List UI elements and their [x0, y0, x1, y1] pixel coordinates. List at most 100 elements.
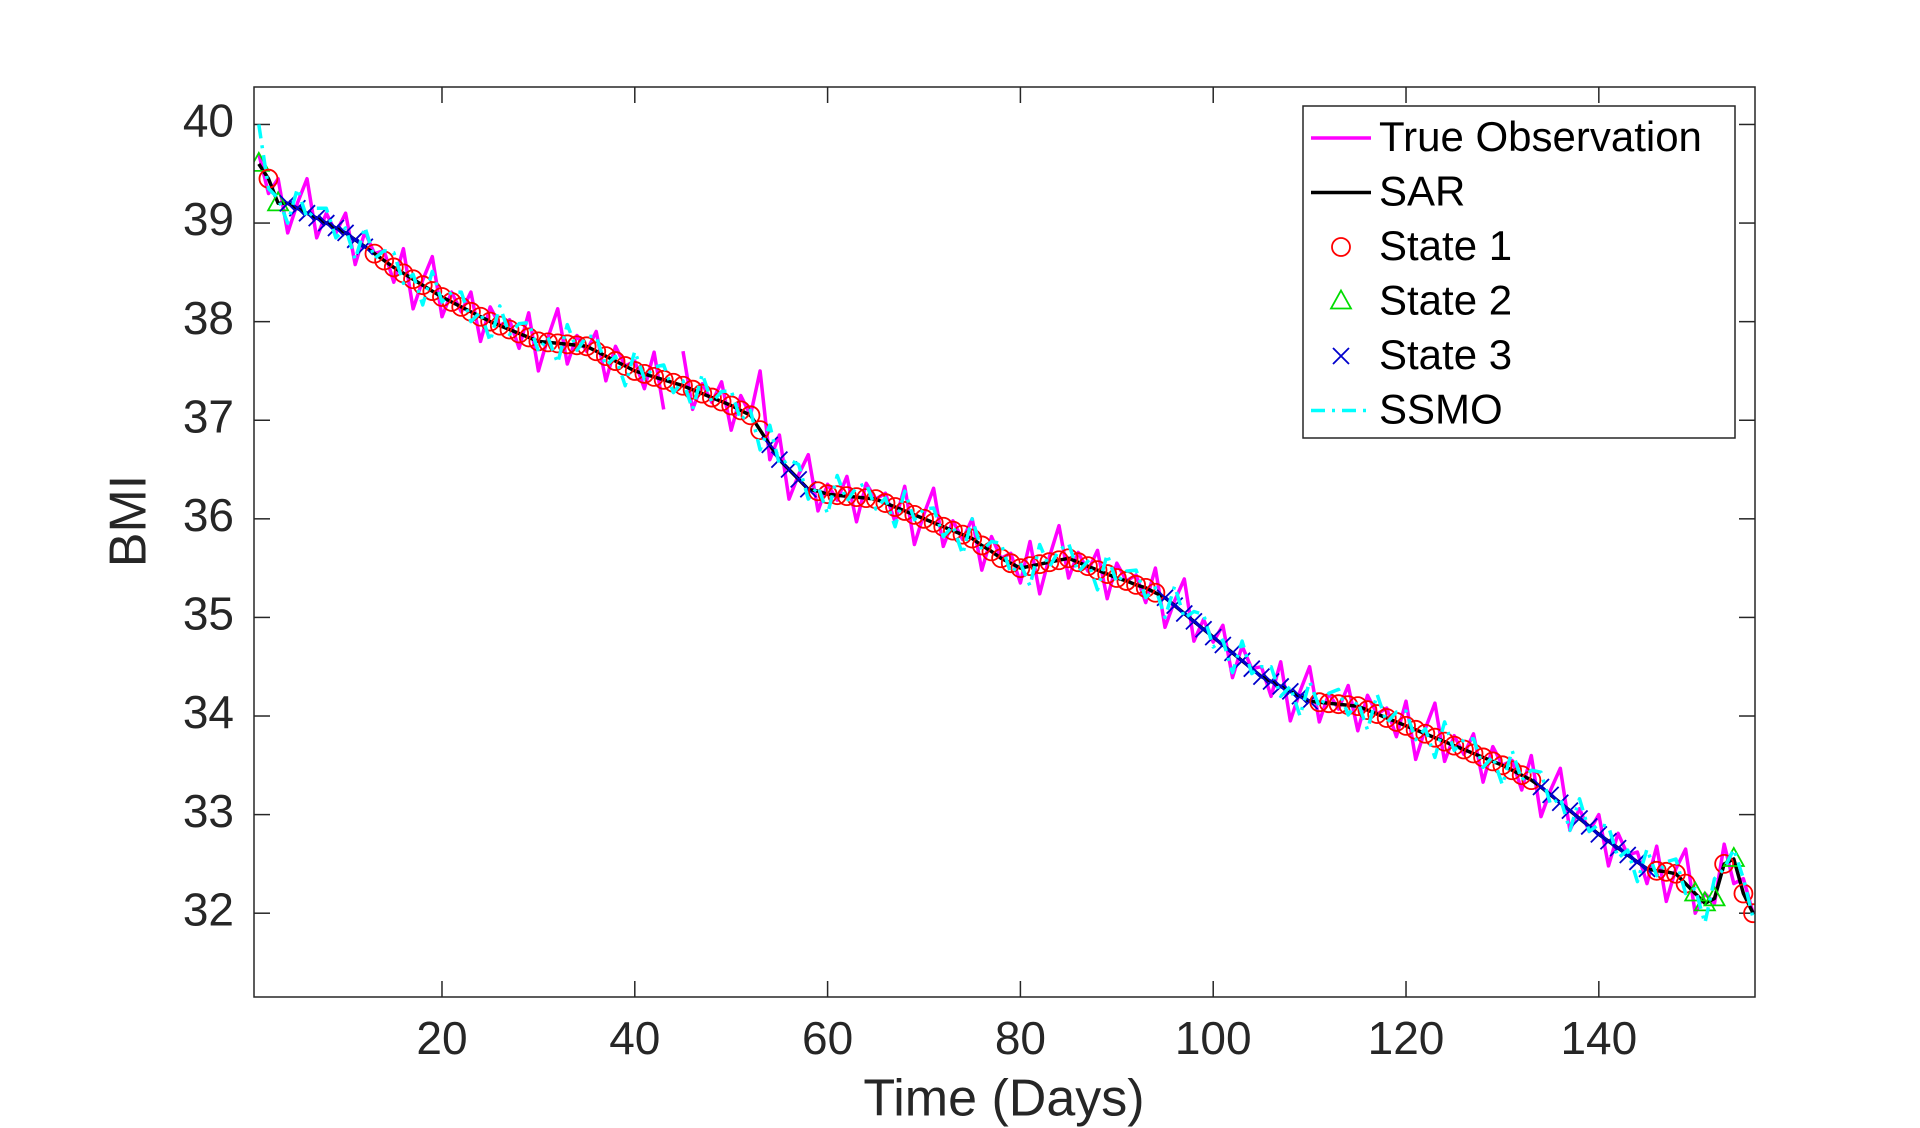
state-marker — [923, 512, 944, 533]
x-tick-label: 120 — [1368, 1012, 1445, 1064]
legend-label: SAR — [1379, 168, 1465, 215]
state-marker — [1309, 692, 1330, 713]
state-marker — [885, 497, 905, 517]
state-marker — [1683, 880, 1707, 902]
state-marker — [327, 219, 345, 237]
state-marker — [1492, 755, 1513, 776]
y-tick-label: 38 — [183, 292, 234, 344]
state-marker — [817, 484, 838, 505]
legend-label: SSMO — [1379, 386, 1503, 433]
state-marker — [1619, 846, 1637, 864]
state-marker — [1097, 564, 1118, 584]
x-tick-label: 20 — [416, 1012, 467, 1064]
state-marker — [1000, 553, 1021, 574]
state-marker — [836, 486, 857, 507]
state-marker — [586, 341, 607, 362]
legend-swatch — [1331, 237, 1351, 257]
state-marker — [1106, 568, 1127, 588]
y-tick-label: 34 — [183, 686, 234, 738]
state-marker — [518, 327, 539, 348]
state-marker — [991, 548, 1012, 569]
state-marker — [721, 395, 742, 416]
x-tick-label: 100 — [1175, 1012, 1252, 1064]
state-marker — [1396, 715, 1416, 736]
state-marker — [808, 481, 828, 502]
state-marker — [971, 535, 992, 556]
state-marker — [1077, 556, 1098, 577]
state-marker — [1252, 667, 1271, 686]
state-marker — [383, 257, 404, 278]
state-marker — [1561, 802, 1579, 820]
state-marker — [1599, 832, 1618, 850]
state-marker — [1058, 548, 1079, 569]
state-marker — [1039, 552, 1060, 573]
state-marker — [1646, 860, 1667, 881]
state-marker — [894, 501, 915, 521]
state-marker — [1281, 682, 1299, 701]
state-marker — [1714, 854, 1735, 874]
plot-area — [254, 124, 1755, 925]
state-marker — [432, 287, 452, 307]
state-marker — [412, 275, 433, 296]
x-tick-label: 60 — [802, 1012, 853, 1064]
state-marker — [1347, 696, 1368, 717]
y-tick-label: 40 — [183, 95, 234, 147]
state-marker — [317, 214, 335, 232]
y-axis-label: BMI — [100, 475, 158, 567]
state-marker — [1376, 708, 1397, 728]
state-marker — [740, 405, 761, 426]
state-marker — [1049, 550, 1069, 571]
state-marker — [615, 356, 636, 376]
x-tick-label: 80 — [995, 1012, 1046, 1064]
state-marker — [1511, 765, 1532, 786]
state-marker — [403, 269, 423, 290]
state-marker — [1367, 704, 1387, 724]
legend-label: True Observation — [1379, 113, 1702, 160]
state-marker — [470, 306, 491, 327]
legend-label: State 2 — [1379, 277, 1512, 324]
state-marker — [451, 296, 472, 317]
state-marker — [499, 319, 520, 340]
state-marker — [952, 524, 973, 545]
state-marker — [336, 224, 355, 242]
state-marker — [567, 335, 587, 356]
y-tick-label: 35 — [183, 588, 234, 640]
state-marker — [1328, 694, 1349, 715]
state-marker — [605, 351, 626, 371]
state-marker — [653, 369, 674, 390]
state-marker — [1463, 743, 1484, 764]
state-marker — [1434, 731, 1455, 752]
y-tick-label: 37 — [183, 390, 234, 442]
state-marker — [538, 332, 558, 353]
state-marker — [1628, 853, 1647, 871]
state-marker — [856, 488, 877, 509]
x-tick-label: 140 — [1560, 1012, 1637, 1064]
legend-label: State 3 — [1379, 331, 1512, 378]
legend-swatch — [1332, 347, 1350, 365]
state-marker — [422, 281, 443, 301]
state-marker — [673, 375, 693, 396]
state-marker — [624, 361, 645, 381]
legend-label: State 1 — [1379, 222, 1512, 269]
state-marker — [692, 383, 713, 404]
state-marker — [266, 190, 290, 212]
state-marker — [682, 379, 703, 400]
x-axis-label: Time (Days) — [863, 1070, 1144, 1128]
y-tick-label: 32 — [183, 883, 234, 935]
state-marker — [1570, 809, 1589, 828]
y-tick-label: 36 — [183, 489, 234, 541]
legend-swatch — [1329, 288, 1353, 310]
state-marker — [1010, 558, 1031, 579]
state-marker — [1482, 751, 1503, 772]
y-tick-label: 33 — [183, 785, 234, 837]
state-marker — [875, 493, 896, 513]
state-marker — [489, 315, 510, 336]
state-marker — [1029, 554, 1050, 575]
state-marker — [480, 311, 501, 332]
state-marker — [1087, 560, 1108, 580]
state-marker — [1502, 760, 1522, 781]
state-marker — [943, 520, 963, 541]
axes-box — [253, 86, 1756, 998]
state-marker — [557, 334, 578, 355]
